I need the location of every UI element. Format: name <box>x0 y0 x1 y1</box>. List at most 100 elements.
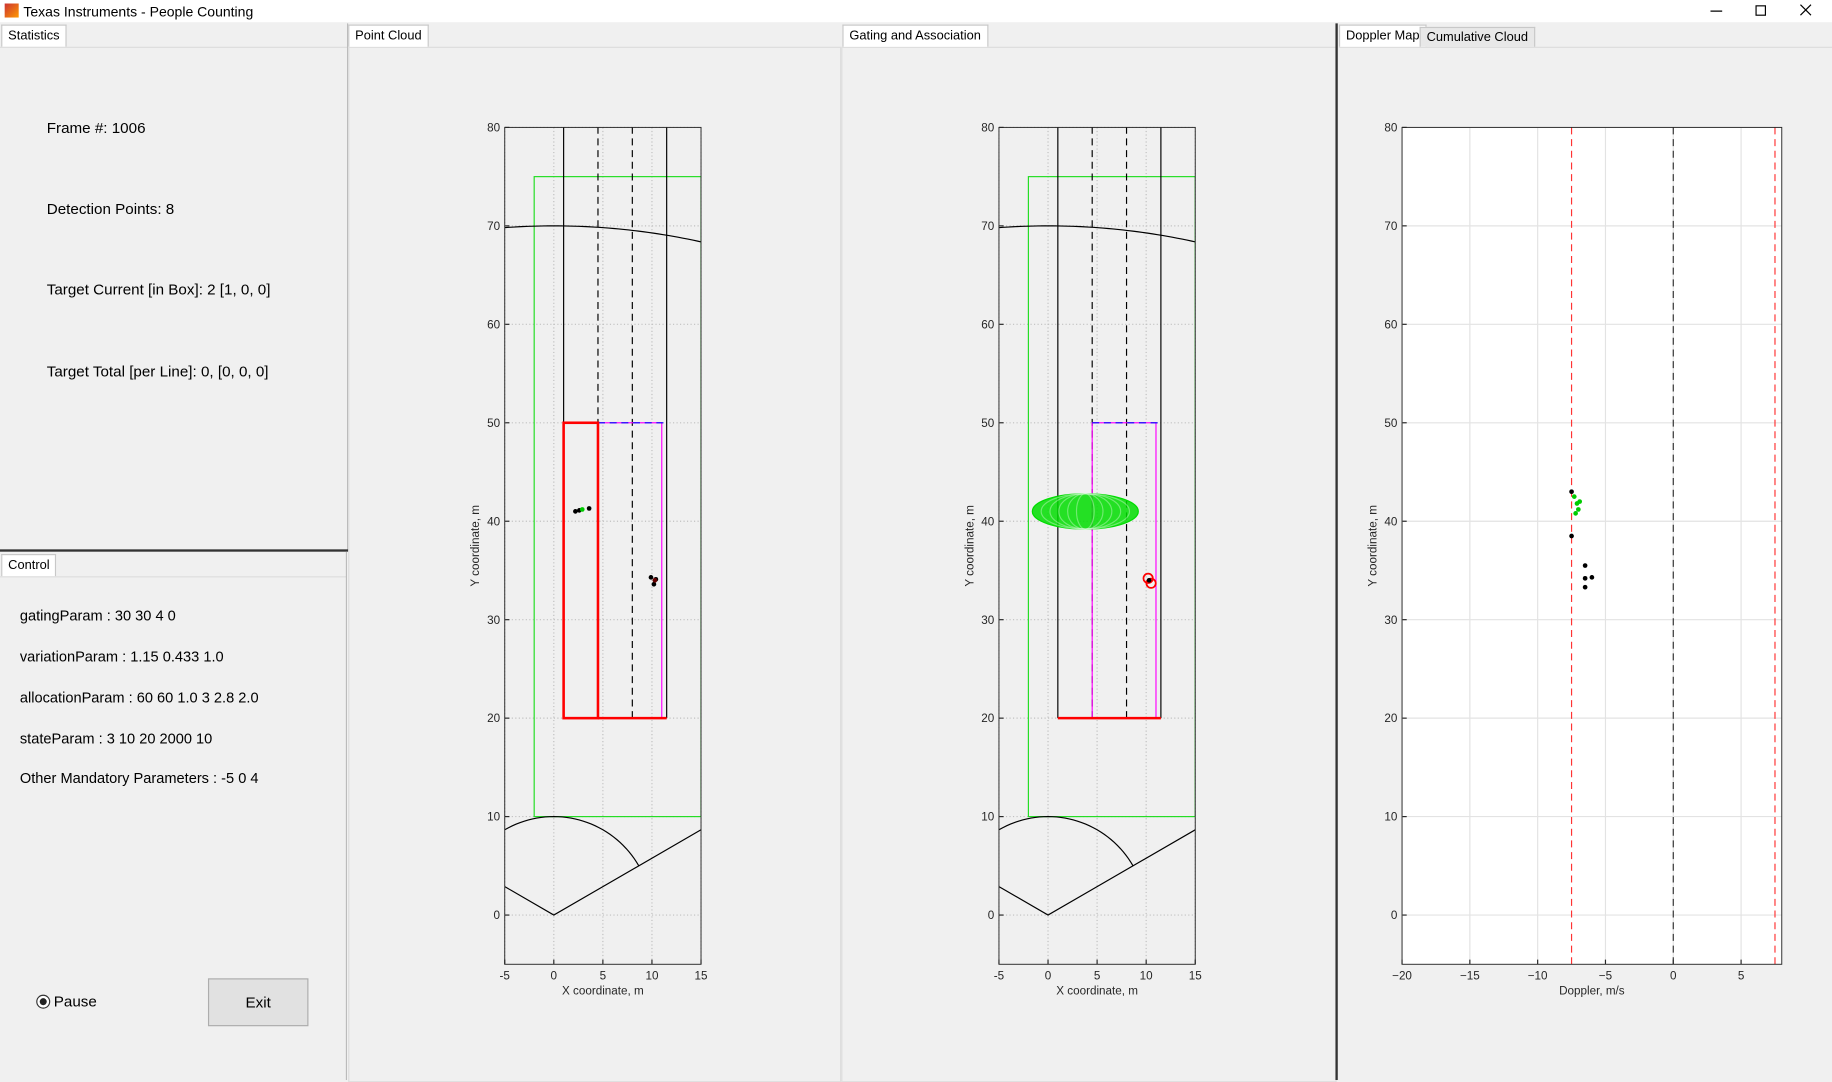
tab[interactable]: Doppler Map <box>1338 24 1427 47</box>
window-title: Texas Instruments - People Counting <box>23 3 254 20</box>
param-line: Other Mandatory Parameters : -5 0 4 <box>19 770 259 787</box>
tab[interactable]: Gating and Association <box>842 24 988 47</box>
overlays <box>998 127 1196 916</box>
axes-box <box>1401 126 1783 965</box>
x-tick-label: −10 <box>1528 969 1548 982</box>
target <box>1145 577 1157 589</box>
plot: 0 10 20 30 40 50 60 70 80 -5 0 5 10 15 X coordinate, m… <box>963 121 1202 998</box>
y-tick-label: 60 <box>1384 318 1397 331</box>
y-tick-label: 0 <box>1391 909 1398 922</box>
point <box>586 506 592 511</box>
restore[interactable] <box>1755 5 1766 16</box>
y-tick-label: 50 <box>1384 417 1397 430</box>
x-tick-label: −20 <box>1392 969 1412 982</box>
point <box>1582 584 1588 590</box>
tab-rule <box>0 576 348 578</box>
y-tick-label: 70 <box>981 220 994 233</box>
divider <box>0 549 349 552</box>
y-axis-label: Y coordinate, m <box>469 505 482 587</box>
x-tick-label: 5 <box>600 969 606 982</box>
point <box>648 575 654 580</box>
close[interactable] <box>1800 4 1812 16</box>
x-tick-label: 15 <box>695 969 708 982</box>
radio-label[interactable]: Pause <box>53 992 97 1010</box>
y-axis-label: Y coordinate, m <box>1366 505 1379 587</box>
y-tick-label: 30 <box>1384 614 1397 627</box>
y-tick-label: 60 <box>487 318 500 331</box>
y-tick-label: 80 <box>981 121 994 134</box>
boundary <box>998 829 1196 916</box>
window-controls[interactable] <box>1694 0 1832 22</box>
x-tick-label: 5 <box>1094 969 1100 982</box>
gate-mesh <box>1075 493 1095 530</box>
tab[interactable]: Cumulative Cloud <box>1419 26 1536 47</box>
y-tick-label: 20 <box>981 712 994 725</box>
radio[interactable] <box>36 994 51 1009</box>
overlays <box>1569 127 1776 965</box>
x-tick-label: 5 <box>1738 969 1744 982</box>
point <box>1146 577 1152 583</box>
y-tick-label: 50 <box>981 417 994 430</box>
x-tick-label: 10 <box>645 969 658 982</box>
tab[interactable]: Control <box>1 554 57 577</box>
divider <box>1335 23 1338 1080</box>
point <box>579 507 585 512</box>
y-tick-label: 40 <box>981 515 994 528</box>
y-tick-label: 20 <box>1384 712 1397 725</box>
gate-mesh <box>1049 493 1122 530</box>
stat-line: Frame #: 1006 <box>46 119 146 137</box>
x-tick-label: −15 <box>1460 969 1480 982</box>
point <box>652 577 658 583</box>
y-tick-label: 30 <box>487 614 500 627</box>
arc <box>998 816 1134 867</box>
y-tick-label: 40 <box>1384 515 1397 528</box>
x-tick-label: 0 <box>1045 969 1052 982</box>
axes-box <box>998 126 1196 965</box>
y-tick-label: 0 <box>988 909 995 922</box>
overlays <box>504 127 702 916</box>
point <box>1577 499 1583 504</box>
point <box>1571 494 1577 499</box>
zone <box>1027 176 1196 818</box>
point <box>573 509 578 514</box>
y-tick-label: 70 <box>487 220 500 233</box>
arc <box>504 225 702 243</box>
x-tick-label: −5 <box>1599 969 1612 982</box>
title-bar: Texas Instruments - People Counting <box>0 0 1832 23</box>
y-tick-label: 70 <box>1384 220 1397 233</box>
zone <box>562 421 600 720</box>
point <box>1589 575 1595 580</box>
y-axis-label: Y coordinate, m <box>963 505 976 587</box>
param-line: allocationParam : 60 60 1.0 3 2.8 2.0 <box>19 689 259 706</box>
y-tick-label: 80 <box>487 121 500 134</box>
gate-mesh <box>1040 493 1131 530</box>
exit-button[interactable]: Exit <box>207 978 309 1027</box>
plot-panel <box>1338 46 1832 1081</box>
param-line: stateParam : 3 10 20 2000 10 <box>19 730 213 747</box>
statistics-panel <box>0 23 349 551</box>
y-tick-label: 20 <box>487 712 500 725</box>
plot: 0 10 20 30 40 50 60 70 80 −20 −15 −10 −5 0 5 Doppler, m… <box>1366 121 1783 998</box>
y-tick-label: 10 <box>981 811 994 824</box>
param-line: gatingParam : 30 30 4 0 <box>19 607 176 625</box>
boundary <box>504 829 702 916</box>
gate <box>1031 493 1139 530</box>
plot: 0 10 20 30 40 50 60 70 80 -5 0 5 10 15 X coordinate, m… <box>469 121 708 998</box>
x-tick-label: 15 <box>1189 969 1202 982</box>
y-tick-label: 60 <box>981 318 994 331</box>
zone <box>533 176 702 818</box>
x-tick-label: -5 <box>500 969 510 982</box>
tab-rule <box>0 46 348 48</box>
x-axis-label: Doppler, m/s <box>1559 985 1625 998</box>
y-tick-label: 0 <box>494 909 501 922</box>
tab[interactable]: Point Cloud <box>348 24 429 47</box>
arc <box>504 816 640 867</box>
point <box>651 581 657 587</box>
x-axis-label: X coordinate, m <box>562 985 644 998</box>
tab[interactable]: Statistics <box>1 24 67 47</box>
x-axis-label: X coordinate, m <box>1056 985 1138 998</box>
y-tick-label: 80 <box>1384 121 1397 134</box>
